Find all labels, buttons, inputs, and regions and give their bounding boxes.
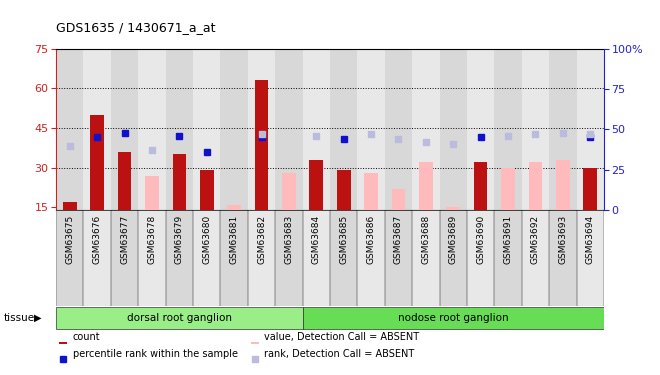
Bar (310, 160, 323, 210)
Bar (494, 210, 521, 306)
Bar (227, 205, 241, 210)
Bar (521, 210, 549, 306)
Bar (583, 168, 597, 210)
Text: nodose root ganglion: nodose root ganglion (398, 313, 509, 323)
Bar (220, 210, 248, 306)
Bar (111, 210, 138, 306)
Bar (529, 162, 543, 210)
Bar (193, 49, 220, 210)
Bar (90, 115, 104, 210)
Bar (391, 189, 405, 210)
Text: GDS1635 / 1430671_a_at: GDS1635 / 1430671_a_at (56, 21, 216, 34)
Bar (302, 210, 330, 306)
Bar (248, 49, 275, 210)
Bar (385, 210, 412, 306)
Bar (302, 307, 604, 329)
Text: rank, Detection Call = ABSENT: rank, Detection Call = ABSENT (264, 349, 414, 359)
Bar (419, 162, 433, 210)
Bar (56, 307, 302, 329)
Text: GSM63685: GSM63685 (339, 215, 348, 264)
Bar (302, 49, 330, 210)
Text: GSM63675: GSM63675 (65, 215, 75, 264)
Bar (172, 154, 186, 210)
Text: GSM63681: GSM63681 (230, 215, 239, 264)
Bar (412, 49, 440, 210)
Bar (358, 49, 385, 210)
Bar (138, 49, 166, 210)
Text: GSM63676: GSM63676 (92, 215, 102, 264)
Bar (166, 49, 193, 210)
Bar (440, 49, 467, 210)
Bar (330, 210, 358, 306)
Bar (440, 210, 467, 306)
Text: ▶: ▶ (34, 313, 42, 323)
Text: GSM63690: GSM63690 (476, 215, 485, 264)
Bar (282, 173, 296, 210)
Bar (494, 49, 521, 210)
Text: GSM63693: GSM63693 (558, 215, 568, 264)
Text: GSM63692: GSM63692 (531, 215, 540, 264)
Text: tissue: tissue (3, 313, 34, 323)
Bar (220, 49, 248, 210)
Text: percentile rank within the sample: percentile rank within the sample (73, 349, 238, 359)
Bar (521, 49, 549, 210)
Bar (364, 173, 378, 210)
Bar (83, 210, 111, 306)
Bar (501, 168, 515, 210)
Text: value, Detection Call = ABSENT: value, Detection Call = ABSENT (264, 332, 419, 342)
Bar (467, 210, 494, 306)
Bar (385, 49, 412, 210)
Text: GSM63691: GSM63691 (504, 215, 513, 264)
Bar (358, 210, 385, 306)
Bar (556, 160, 570, 210)
Text: GSM63683: GSM63683 (284, 215, 294, 264)
Bar (248, 210, 275, 306)
Bar (145, 176, 159, 210)
Bar (117, 152, 131, 210)
Bar (166, 210, 193, 306)
Text: GSM63687: GSM63687 (394, 215, 403, 264)
Bar (577, 49, 604, 210)
Text: GSM63677: GSM63677 (120, 215, 129, 264)
Bar (56, 49, 83, 210)
Text: GSM63694: GSM63694 (585, 215, 595, 264)
Bar (111, 49, 138, 210)
Bar (251, 342, 259, 344)
Bar (275, 210, 302, 306)
Bar (275, 49, 302, 210)
Bar (59, 342, 67, 344)
Bar (467, 49, 494, 210)
Bar (577, 210, 604, 306)
Bar (63, 202, 77, 210)
Bar (337, 170, 350, 210)
Text: GSM63682: GSM63682 (257, 215, 266, 264)
Text: GSM63680: GSM63680 (202, 215, 211, 264)
Text: count: count (73, 332, 100, 342)
Bar (474, 162, 488, 210)
Bar (549, 49, 577, 210)
Text: GSM63688: GSM63688 (421, 215, 430, 264)
Bar (193, 210, 220, 306)
Bar (56, 210, 83, 306)
Text: GSM63678: GSM63678 (147, 215, 156, 264)
Text: GSM63686: GSM63686 (366, 215, 376, 264)
Bar (83, 49, 111, 210)
Bar (255, 81, 269, 210)
Text: GSM63689: GSM63689 (449, 215, 458, 264)
Text: GSM63679: GSM63679 (175, 215, 184, 264)
Bar (446, 207, 460, 210)
Bar (549, 210, 577, 306)
Text: GSM63684: GSM63684 (312, 215, 321, 264)
Text: dorsal root ganglion: dorsal root ganglion (127, 313, 232, 323)
Bar (330, 49, 358, 210)
Bar (138, 210, 166, 306)
Bar (412, 210, 440, 306)
Bar (200, 170, 214, 210)
